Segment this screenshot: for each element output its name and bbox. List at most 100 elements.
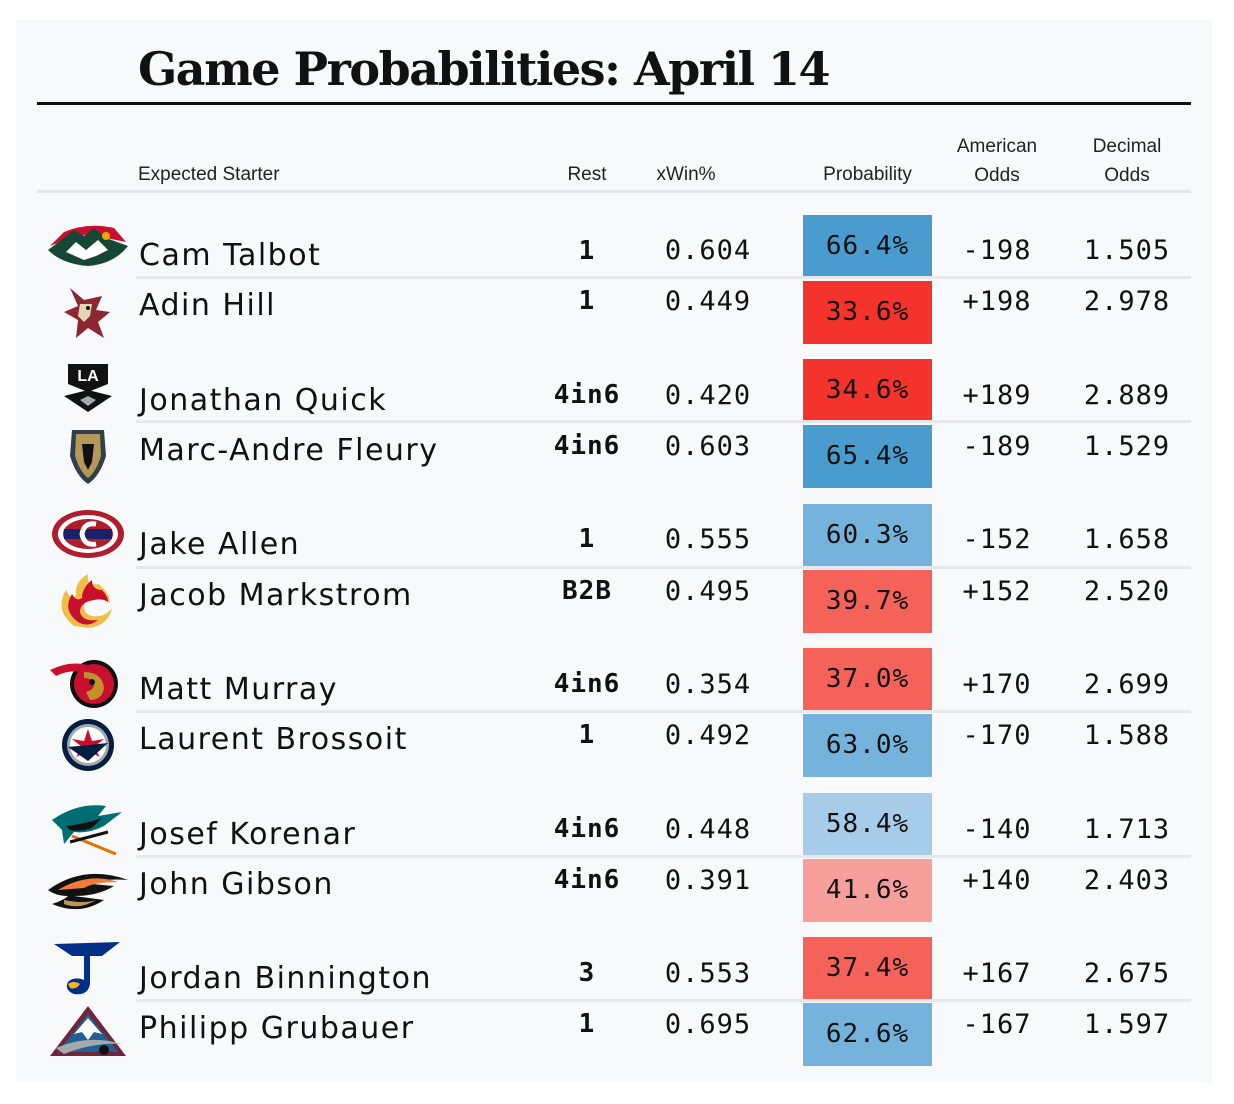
american-odds-value: +189 xyxy=(962,380,1032,411)
kings-logo: LA xyxy=(44,362,132,422)
header-expected-starter: Expected Starter xyxy=(138,164,280,185)
american-odds-value: +140 xyxy=(962,865,1032,896)
senators-logo xyxy=(44,652,132,712)
jets-logo xyxy=(44,715,132,775)
table-card xyxy=(16,20,1212,1082)
decimal-odds-value: 2.675 xyxy=(1083,958,1171,989)
starter-name: Jonathan Quick xyxy=(139,383,388,418)
american-odds-value: +167 xyxy=(962,958,1032,989)
probability-cell: 41.6% xyxy=(803,859,932,922)
rest-value: 3 xyxy=(578,958,596,988)
rest-value: 4in6 xyxy=(553,669,621,699)
american-odds-value: -152 xyxy=(962,524,1032,555)
header-american-odds: American Odds xyxy=(956,136,1038,186)
probability-cell: 66.4% xyxy=(803,215,932,278)
title-divider xyxy=(37,102,1191,105)
rest-value: 1 xyxy=(578,720,596,750)
starter-name: Jordan Binnington xyxy=(139,961,432,996)
svg-text:LA: LA xyxy=(77,368,99,385)
row-divider xyxy=(136,710,1191,713)
decimal-odds-value: 2.978 xyxy=(1083,286,1171,317)
xwin-value: 0.492 xyxy=(664,720,752,751)
row-divider xyxy=(136,566,1191,569)
probability-cell: 37.4% xyxy=(803,937,932,1000)
american-odds-value: -170 xyxy=(962,720,1032,751)
row-divider xyxy=(136,276,1191,279)
probability-cell: 58.4% xyxy=(803,793,932,856)
decimal-odds-value: 1.713 xyxy=(1083,814,1171,845)
starter-name: Josef Korenar xyxy=(139,817,357,852)
american-odds-value: -189 xyxy=(962,431,1032,462)
decimal-odds-value: 1.505 xyxy=(1083,235,1171,266)
starter-name: John Gibson xyxy=(139,867,334,902)
golden-knights-logo xyxy=(44,426,132,486)
rest-value: 4in6 xyxy=(553,380,621,410)
header-probability: Probability xyxy=(823,164,912,185)
starter-name: Laurent Brossoit xyxy=(139,722,408,757)
probability-cell: 63.0% xyxy=(803,714,932,777)
decimal-odds-value: 2.699 xyxy=(1083,669,1171,700)
rest-value: B2B xyxy=(562,576,612,606)
wild-logo xyxy=(44,216,132,276)
decimal-odds-value: 1.588 xyxy=(1083,720,1171,751)
xwin-value: 0.603 xyxy=(664,431,752,462)
decimal-odds-value: 1.658 xyxy=(1083,524,1171,555)
xwin-value: 0.495 xyxy=(664,576,752,607)
american-odds-value: -198 xyxy=(962,235,1032,266)
probability-cell: 62.6% xyxy=(803,1003,932,1066)
american-odds-value: +170 xyxy=(962,669,1032,700)
starter-name: Cam Talbot xyxy=(139,238,322,273)
header-divider xyxy=(37,190,1191,193)
rest-value: 4in6 xyxy=(553,865,621,895)
xwin-value: 0.354 xyxy=(664,669,752,700)
american-odds-value: +198 xyxy=(962,286,1032,317)
xwin-value: 0.695 xyxy=(664,1009,752,1040)
rest-value: 4in6 xyxy=(553,431,621,461)
page-title: Game Probabilities: April 14 xyxy=(138,42,831,96)
probability-cell: 65.4% xyxy=(803,425,932,488)
avalanche-logo xyxy=(44,1004,132,1064)
row-divider xyxy=(136,999,1191,1002)
probability-cell: 34.6% xyxy=(803,359,932,422)
probability-cell: 39.7% xyxy=(803,570,932,633)
row-divider xyxy=(136,855,1191,858)
header-xwin: xWin% xyxy=(656,164,716,185)
xwin-value: 0.604 xyxy=(664,235,752,266)
starter-name: Marc-Andre Fleury xyxy=(139,433,439,468)
xwin-value: 0.449 xyxy=(664,286,752,317)
row-divider xyxy=(136,420,1191,423)
rest-value: 1 xyxy=(578,524,596,554)
coyotes-logo xyxy=(44,282,132,342)
starter-name: Philipp Grubauer xyxy=(139,1011,415,1046)
header-decimal-odds: Decimal Odds xyxy=(1092,136,1162,186)
decimal-odds-value: 2.889 xyxy=(1083,380,1171,411)
rest-value: 1 xyxy=(578,236,596,266)
probability-cell: 60.3% xyxy=(803,504,932,567)
decimal-odds-value: 2.403 xyxy=(1083,865,1171,896)
xwin-value: 0.555 xyxy=(664,524,752,555)
starter-name: Jake Allen xyxy=(139,527,301,562)
header-rest: Rest xyxy=(567,164,607,185)
rest-value: 4in6 xyxy=(553,814,621,844)
american-odds-value: +152 xyxy=(962,576,1032,607)
starter-name: Matt Murray xyxy=(139,672,339,707)
canadiens-logo xyxy=(44,506,132,566)
xwin-value: 0.553 xyxy=(664,958,752,989)
american-odds-value: -140 xyxy=(962,814,1032,845)
american-odds-value: -167 xyxy=(962,1009,1032,1040)
decimal-odds-value: 1.529 xyxy=(1083,431,1171,462)
blues-logo xyxy=(44,940,132,1000)
sharks-logo xyxy=(44,796,132,856)
rest-value: 1 xyxy=(578,286,596,316)
starter-name: Jacob Markstrom xyxy=(139,578,413,613)
decimal-odds-value: 2.520 xyxy=(1083,576,1171,607)
flames-logo xyxy=(44,570,132,630)
decimal-odds-value: 1.597 xyxy=(1083,1009,1171,1040)
starter-name: Adin Hill xyxy=(139,288,276,323)
xwin-value: 0.391 xyxy=(664,865,752,896)
probability-cell: 37.0% xyxy=(803,648,932,711)
xwin-value: 0.448 xyxy=(664,814,752,845)
rest-value: 1 xyxy=(578,1009,596,1039)
probability-cell: 33.6% xyxy=(803,281,932,344)
xwin-value: 0.420 xyxy=(664,380,752,411)
